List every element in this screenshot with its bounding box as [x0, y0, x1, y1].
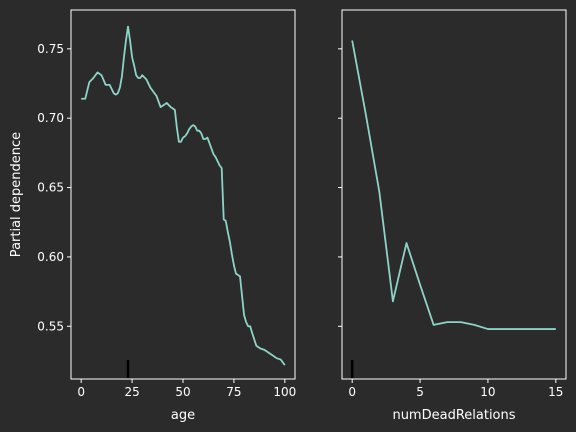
y-tick-label: 0.70	[37, 111, 64, 125]
x-tick-label: 0	[348, 385, 356, 399]
y-tick-label: 0.65	[37, 181, 64, 195]
axes-frame	[341, 9, 567, 380]
x-axis-label: numDeadRelations	[392, 408, 515, 423]
x-tick-label: 25	[124, 385, 139, 399]
pd-line	[81, 25, 286, 366]
x-tick-label: 75	[226, 385, 241, 399]
pd-line	[351, 40, 556, 330]
x-tick-label: 10	[480, 385, 495, 399]
y-tick-label: 0.60	[37, 250, 64, 264]
x-tick-label: 5	[416, 385, 424, 399]
panel-age: 0 25 50 75 100 0.55 0.60 0.65 0.70 0.75 age Partial…	[9, 9, 296, 423]
y-tick-label: 0.75	[37, 42, 64, 56]
x-tick-label: 0	[77, 385, 85, 399]
x-tick-label: 100	[273, 385, 296, 399]
x-tick-label: 50	[175, 385, 190, 399]
axes-frame	[70, 9, 296, 380]
y-tick-label: 0.55	[37, 319, 64, 333]
x-tick-label: 15	[548, 385, 563, 399]
panel-numDeadRelations: 0 5 10 15 numDeadRelations	[338, 9, 567, 423]
y-axis-label: Partial dependence	[9, 132, 24, 257]
x-axis-label: age	[171, 408, 195, 423]
